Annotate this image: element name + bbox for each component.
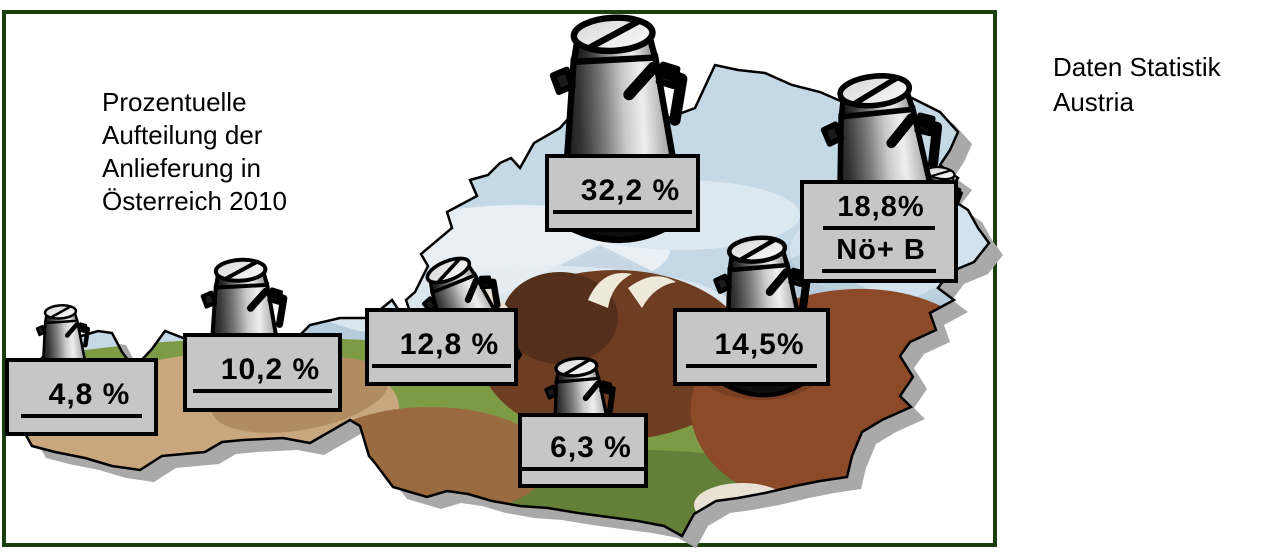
region-label: Nö+ B [822, 234, 936, 273]
percent-label: 10,2 % [192, 352, 333, 393]
percent-label: 14,5% [686, 327, 817, 368]
percent-box-32-2: 32,2 % [545, 154, 700, 232]
chart-title: Prozentuelle Aufteilung der Anlieferung … [102, 87, 287, 216]
percent-box-14-5: 14,5% [673, 308, 830, 386]
data-source-credit: Daten Statistik Austria [1053, 52, 1221, 117]
percent-box-12-8: 12,8 % [365, 308, 518, 386]
percent-label: 4,8 % [20, 377, 143, 418]
slide-frame [2, 10, 997, 547]
percent-label: 6,3 % [522, 430, 644, 471]
percent-box-10-2: 10,2 % [183, 333, 342, 412]
percent-label: 18,8% [823, 191, 935, 230]
percent-box-18-8: 18,8% Nö+ B [800, 180, 958, 283]
percent-box-4-8: 4,8 % [5, 358, 158, 436]
percent-box-6-3: 6,3 % [518, 413, 648, 488]
percent-label: 12,8 % [371, 327, 512, 368]
percent-label: 32,2 % [552, 173, 693, 214]
